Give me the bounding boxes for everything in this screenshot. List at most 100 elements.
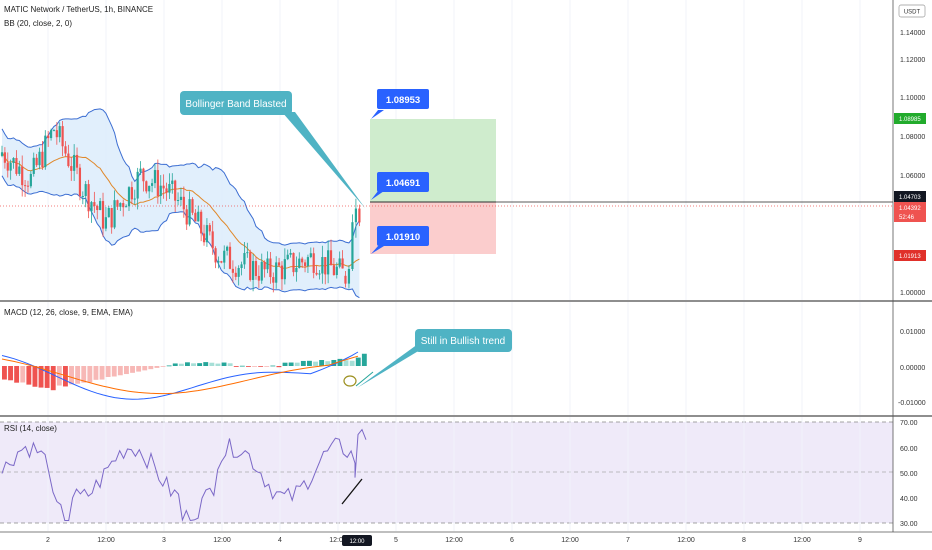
bb-callout[interactable]: Bollinger Band Blasted: [180, 91, 365, 208]
macd-bar: [325, 361, 331, 366]
time-axis[interactable]: 2 12:00 3 12:00 4 12:00 5 12:00 6 12:00 7 12:00 8 12:…: [0, 531, 932, 546]
stop-price-tag: [894, 250, 926, 261]
chart-title: MATIC Network / TetherUS, 1h, BINANCE: [4, 5, 153, 14]
price-tick: 1.00000: [900, 290, 925, 297]
macd-bar: [44, 366, 50, 388]
candle-body: [87, 184, 90, 212]
rsi-indicator-label[interactable]: RSI (14, close): [4, 424, 57, 433]
time-label: 12:00: [561, 537, 579, 544]
candle-body: [217, 261, 220, 263]
candle-body: [29, 173, 32, 187]
macd-bar: [154, 366, 160, 368]
macd-indicator-label[interactable]: MACD (12, 26, close, 9, EMA, EMA): [4, 308, 133, 317]
macd-signal-line: [1, 355, 359, 395]
time-label: 4: [278, 537, 282, 544]
candle-body: [202, 233, 206, 243]
macd-bar: [148, 366, 154, 370]
candle-body: [119, 203, 122, 207]
price-grid: [47, 0, 861, 300]
candle-body: [237, 267, 240, 277]
candle-body: [208, 225, 211, 232]
macd-bar: [361, 353, 367, 366]
entry-label[interactable]: 1.04691: [371, 172, 429, 200]
candle-body: [18, 166, 21, 174]
rsi-tick: 40.00: [900, 496, 918, 503]
macd-bar: [355, 357, 361, 366]
current-price-tag-text: 1.04392: [899, 206, 921, 212]
macd-callout[interactable]: Still in Bullish trend: [357, 329, 512, 388]
candle-body: [257, 275, 260, 281]
target-price-tag: [894, 113, 926, 124]
macd-bar: [26, 366, 32, 385]
candle-body: [55, 130, 58, 138]
macd-bar: [178, 363, 184, 366]
candle-body: [44, 135, 47, 168]
candle-body: [136, 171, 139, 199]
candle-body: [226, 246, 229, 251]
candle-body: [0, 152, 4, 156]
candle-body: [67, 153, 70, 167]
candle-body: [272, 277, 275, 283]
candle-body: [49, 130, 53, 139]
candle-body: [223, 250, 226, 263]
candle-body: [306, 257, 310, 267]
macd-grid: [47, 302, 861, 415]
target-label-text: 1.08953: [386, 95, 420, 106]
macd-bar: [38, 366, 44, 388]
macd-bar: [166, 365, 172, 367]
time-labels: 2 12:00 3 12:00 4 12:00 5 12:00 6 12:00 7 12:00 8 12:…: [46, 535, 862, 546]
macd-bar: [14, 366, 20, 383]
candle-body: [150, 183, 154, 186]
candle-body: [275, 262, 278, 283]
candle-body: [23, 185, 27, 187]
candle-body: [81, 195, 84, 197]
target-label-pointer: [371, 110, 384, 119]
target-label[interactable]: 1.08953: [371, 89, 429, 119]
price-axis[interactable]: USDT 1.14000 1.12000 1.10000 1.08000 1.0…: [892, 0, 926, 532]
candle-body: [35, 157, 38, 166]
candle-body: [185, 209, 188, 225]
macd-histogram: [2, 353, 367, 391]
bb-indicator-label[interactable]: BB (20, close, 2, 0): [4, 19, 72, 28]
candle-body: [188, 199, 191, 225]
candle-body: [260, 261, 263, 281]
macd-bar: [87, 366, 93, 383]
candle-body: [351, 222, 354, 269]
candle-body: [58, 126, 61, 138]
entry-label-box: [377, 172, 429, 192]
macd-bar: [142, 366, 148, 371]
stop-label[interactable]: 1.01910: [371, 226, 429, 254]
candle-body: [101, 201, 105, 229]
candle-body: [78, 167, 82, 197]
time-label: 9: [858, 537, 862, 544]
candle-body: [148, 185, 151, 192]
candle-body: [321, 257, 324, 274]
stop-label-pointer: [371, 246, 384, 254]
candle-body: [75, 154, 79, 168]
macd-bar: [288, 362, 294, 366]
bollinger-basis: [1, 152, 360, 270]
rsi-trend-line: [341, 478, 363, 505]
macd-bar: [282, 362, 288, 366]
price-pane[interactable]: Bollinger Band Blasted 1.08953 1.04691 1…: [0, 0, 893, 301]
candle-body: [168, 183, 171, 193]
rsi-band: [0, 422, 893, 523]
candle-body: [6, 162, 9, 171]
candle-body: [220, 261, 223, 263]
candle-body: [15, 158, 18, 174]
macd-bar: [313, 361, 318, 366]
rsi-pane[interactable]: RSI (14, close): [0, 415, 932, 531]
bb-callout-text: Bollinger Band Blasted: [185, 99, 286, 110]
bb-callout-box: [180, 91, 292, 115]
currency-badge: [898, 4, 926, 18]
macd-bar: [93, 366, 99, 380]
macd-bar: [124, 366, 129, 375]
macd-bar: [215, 363, 221, 366]
time-label: 5: [394, 537, 398, 544]
candle-body: [179, 196, 183, 201]
macd-bar: [264, 366, 270, 367]
candle-body: [335, 266, 338, 276]
macd-pane[interactable]: Still in Bullish trend MACD (12, 26, clo…: [0, 300, 932, 415]
currency-label: USDT: [904, 10, 921, 16]
